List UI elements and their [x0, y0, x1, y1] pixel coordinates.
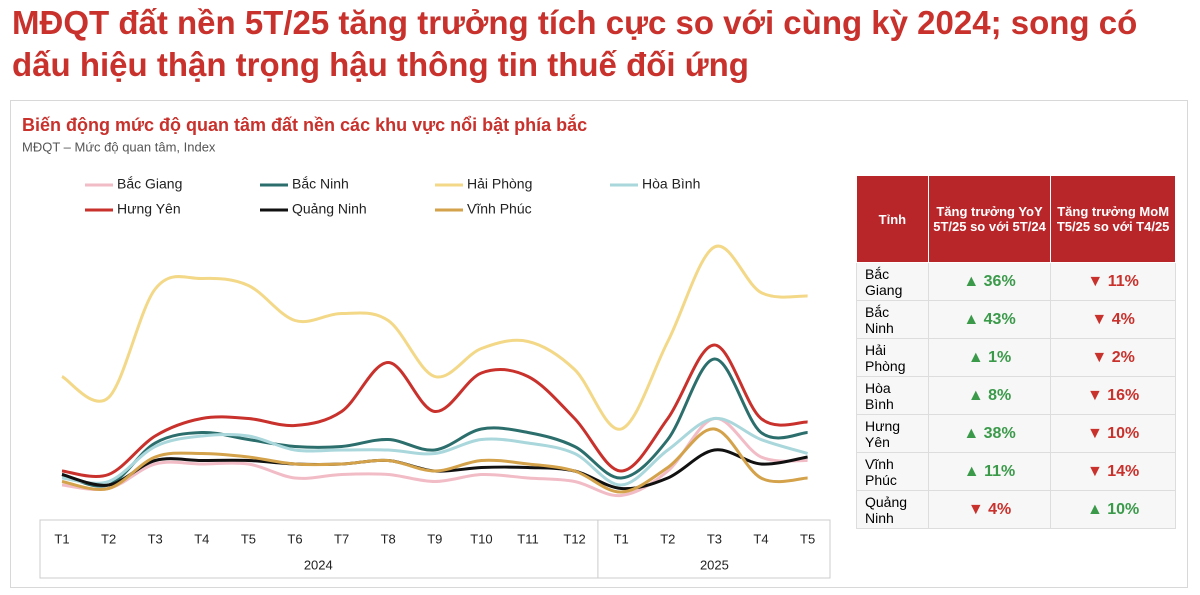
province-cell: Bắc Ninh: [856, 300, 929, 339]
headline: MĐQT đất nền 5T/25 tăng trưởng tích cực …: [12, 4, 1138, 83]
province-cell: Quảng Ninh: [856, 490, 929, 529]
series-line: [61, 343, 808, 478]
table-row: Hưng Yên ▲ 38% ▼ 10%: [856, 414, 1176, 453]
province-cell: Hải Phòng: [856, 338, 929, 377]
header-cell: Tỉnh: [856, 175, 929, 263]
province-cell: Hòa Bình: [856, 376, 929, 415]
table-header: Tỉnh Tăng trưởng YoY 5T/25 so với 5T/24 Tă…: [856, 175, 1176, 263]
value-cell: ▲ 43%: [927, 300, 1052, 339]
x-tick-label: T1: [614, 531, 629, 546]
x-tick-label: T3: [148, 531, 163, 546]
year-label: 2025: [700, 557, 729, 572]
legend-label: Vĩnh Phúc: [467, 201, 532, 217]
header-cell: Tăng trưởng MoM T5/25 so với T4/25: [1050, 175, 1176, 263]
value-cell: ▼ 2%: [1050, 338, 1176, 377]
table-row: Quảng Ninh ▼ 4% ▲ 10%: [856, 490, 1176, 529]
header-cell: Tăng trưởng YoY 5T/25 so với 5T/24: [927, 175, 1052, 263]
series-line: [61, 357, 808, 488]
value-cell: ▼ 11%: [1050, 262, 1176, 301]
chart-title: Biến động mức độ quan tâm đất nền các kh…: [22, 114, 587, 135]
value-cell: ▲ 38%: [927, 414, 1052, 453]
x-tick-label: T3: [707, 531, 722, 546]
value-cell: ▲ 1%: [927, 338, 1052, 377]
x-tick-label: T1: [54, 531, 69, 546]
x-tick-label: T4: [753, 531, 768, 546]
legend-label: Hòa Bình: [642, 176, 700, 192]
legend-label: Hưng Yên: [117, 201, 181, 217]
x-tick-label: T10: [470, 531, 492, 546]
table-row: Hải Phòng ▲ 1% ▼ 2%: [856, 338, 1176, 377]
value-cell: ▼ 16%: [1050, 376, 1176, 415]
legend-label: Hải Phòng: [467, 176, 532, 192]
x-tick-label: T4: [194, 531, 209, 546]
x-tick-label: T2: [101, 531, 116, 546]
province-cell: Vĩnh Phúc: [856, 452, 929, 491]
value-cell: ▲ 11%: [927, 452, 1052, 491]
x-tick-label: T7: [334, 531, 349, 546]
value-cell: ▼ 4%: [1050, 300, 1176, 339]
table: Tỉnh Tăng trưởng YoY 5T/25 so với 5T/24 Tă…: [856, 175, 1176, 529]
x-axis-frame: [39, 519, 831, 579]
legend-label: Quảng Ninh: [292, 201, 367, 217]
series-line: [61, 427, 808, 494]
chart-subtitle: MĐQT – Mức độ quan tâm, Index: [22, 139, 216, 154]
x-tick-label: T9: [427, 531, 442, 546]
year-label: 2024: [304, 557, 333, 572]
value-cell: ▼ 4%: [927, 490, 1052, 529]
value-cell: ▲ 8%: [927, 376, 1052, 415]
series-line: [61, 416, 808, 498]
value-cell: ▼ 10%: [1050, 414, 1176, 453]
x-tick-label: T5: [800, 531, 815, 546]
province-cell: Hưng Yên: [856, 414, 929, 453]
x-tick-label: T8: [381, 531, 396, 546]
legend-label: Bắc Giang: [117, 176, 182, 192]
x-tick-label: T6: [287, 531, 302, 546]
card: [10, 100, 1188, 588]
legend-label: Bắc Ninh: [292, 176, 349, 192]
series-line: [61, 244, 808, 431]
x-tick-label: T12: [563, 531, 585, 546]
value-cell: ▼ 14%: [1050, 452, 1176, 491]
x-tick-label: T5: [241, 531, 256, 546]
series-line: [61, 416, 809, 487]
province-cell: Bắc Giang: [856, 262, 929, 301]
value-cell: ▲ 36%: [927, 262, 1052, 301]
table-row: Hòa Bình ▲ 8% ▼ 16%: [856, 376, 1176, 415]
value-cell: ▲ 10%: [1050, 490, 1176, 529]
table-row: Bắc Giang ▲ 36% ▼ 11%: [856, 262, 1176, 301]
table-row: Bắc Ninh ▲ 43% ▼ 4%: [856, 300, 1176, 339]
table-row: Vĩnh Phúc ▲ 11% ▼ 14%: [856, 452, 1176, 491]
x-tick-label: T11: [517, 531, 538, 546]
x-tick-label: T2: [660, 531, 675, 546]
